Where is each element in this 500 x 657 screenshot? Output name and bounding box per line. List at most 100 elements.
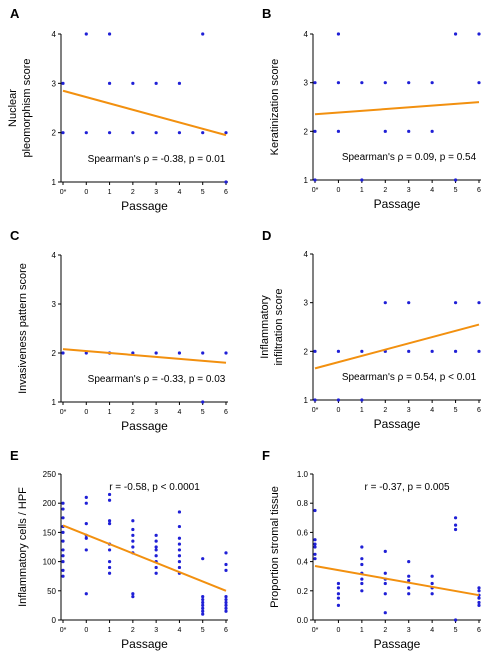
panel-d: D 1 2 3 4 0* 0 1 2 3 4 5 6 Passage Inflammatory infiltr…: [259, 228, 481, 431]
data-point: [107, 522, 112, 526]
data-point: [477, 586, 481, 590]
statistics-annotation: r = -0.37, p = 0.005: [364, 482, 449, 493]
x-tick-label: 0*: [60, 189, 67, 196]
data-point: [336, 586, 341, 590]
y-tick-label: 0.4: [297, 558, 309, 567]
data-point: [177, 565, 182, 570]
data-point: [177, 548, 182, 552]
data-point: [430, 574, 434, 578]
data-point: [201, 351, 205, 355]
x-tick-label: 3: [407, 627, 411, 634]
y-tick-label: 200: [43, 499, 57, 508]
data-point: [407, 592, 411, 596]
panel-label: B: [262, 6, 271, 21]
data-point: [224, 562, 228, 567]
regression-line: [62, 524, 227, 592]
data-point: [177, 131, 182, 135]
y-tick-label: 1: [304, 396, 309, 405]
data-point: [430, 81, 434, 85]
data-point: [154, 131, 158, 135]
x-tick-label: 0*: [60, 409, 67, 416]
x-tick-label: 6: [477, 627, 481, 634]
data-point: [383, 581, 387, 586]
data-point: [154, 533, 158, 537]
panel-label: C: [10, 228, 20, 243]
data-point: [383, 549, 387, 553]
data-point: [407, 349, 411, 353]
data-point: [336, 349, 341, 353]
x-axis-label: Passage: [121, 199, 168, 213]
x-axis-label: Passage: [374, 637, 421, 651]
data-point: [383, 81, 387, 85]
statistics-annotation: Spearman's ρ = 0.09, p = 0.54: [342, 152, 477, 163]
y-tick-label: 3: [304, 299, 309, 308]
data-point: [360, 398, 364, 402]
data-point: [154, 571, 158, 575]
data-point: [177, 560, 182, 564]
y-tick-label: 0.6: [297, 528, 309, 537]
data-point: [224, 609, 228, 613]
x-tick-label: 6: [224, 189, 228, 196]
data-point: [84, 522, 88, 526]
data-point: [407, 129, 411, 133]
x-tick-label: 2: [383, 407, 387, 414]
data-point: [313, 178, 317, 182]
x-tick-label: 0: [336, 187, 340, 194]
data-point: [154, 351, 158, 355]
data-point: [407, 560, 411, 564]
data-point: [201, 400, 205, 404]
x-tick-label: 2: [131, 627, 135, 634]
data-point: [360, 349, 364, 353]
data-point: [131, 539, 135, 543]
data-point: [360, 577, 364, 581]
data-point: [430, 592, 434, 596]
data-point: [131, 545, 135, 549]
data-point: [477, 301, 481, 305]
x-tick-label: 0: [336, 407, 340, 414]
x-tick-label: 0: [84, 189, 88, 196]
y-tick-label: 4: [304, 30, 309, 39]
data-point: [201, 600, 205, 605]
data-point: [477, 349, 481, 353]
data-point: [313, 542, 317, 546]
data-point: [61, 548, 65, 552]
data-point: [61, 560, 65, 564]
x-tick-label: 0: [84, 627, 88, 634]
data-point: [201, 606, 205, 610]
data-point: [453, 349, 458, 353]
data-point: [107, 492, 112, 497]
data-point: [453, 523, 458, 527]
data-point: [336, 603, 341, 608]
data-point: [407, 578, 411, 583]
y-tick-label: 1: [304, 176, 309, 185]
data-point: [383, 592, 387, 596]
data-point: [224, 180, 228, 184]
data-point: [313, 349, 317, 353]
x-tick-label: 5: [454, 187, 458, 194]
y-axis-label: pleomorphism score: [21, 58, 33, 157]
x-tick-label: 0*: [60, 627, 67, 634]
data-point: [177, 554, 182, 558]
panel-f: F 0.0 0.2 0.4 0.6 0.8 1.0 0* 0 1 2 3 4 5 6 Passage Propo…: [262, 448, 481, 651]
x-tick-label: 2: [383, 187, 387, 194]
data-point: [131, 131, 135, 135]
data-point: [201, 612, 205, 616]
data-point: [477, 603, 481, 608]
data-point: [336, 592, 341, 596]
y-tick-label: 50: [47, 587, 56, 596]
y-tick-label: 3: [52, 79, 57, 88]
x-axis-label: Passage: [121, 637, 168, 651]
x-tick-label: 6: [224, 627, 228, 634]
data-point: [61, 539, 65, 543]
data-point: [84, 32, 88, 36]
data-point: [131, 519, 135, 523]
panel-label: E: [10, 448, 19, 463]
x-tick-label: 5: [201, 409, 205, 416]
x-tick-label: 4: [177, 189, 181, 196]
x-tick-label: 0: [336, 627, 340, 634]
data-point: [383, 129, 387, 133]
data-point: [477, 596, 481, 600]
data-point: [131, 351, 135, 355]
data-point: [336, 581, 341, 586]
data-point: [107, 32, 112, 36]
